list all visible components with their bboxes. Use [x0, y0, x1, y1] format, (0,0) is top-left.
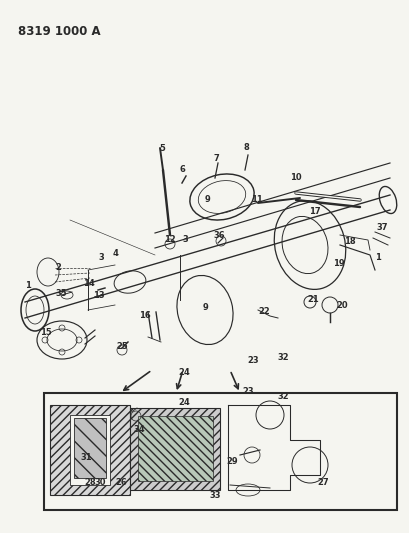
Text: 7: 7: [213, 154, 218, 163]
Text: 29: 29: [226, 457, 237, 466]
Text: 15: 15: [40, 328, 52, 337]
Text: 23: 23: [247, 357, 258, 366]
Text: 14: 14: [83, 279, 94, 287]
Text: 37: 37: [375, 223, 387, 232]
Text: 24: 24: [178, 399, 189, 408]
Text: 9: 9: [202, 303, 208, 311]
Text: 30: 30: [94, 479, 106, 488]
Text: 10: 10: [290, 174, 301, 182]
Text: 27: 27: [317, 479, 328, 488]
Bar: [138, 416, 213, 481]
Text: 1: 1: [374, 254, 380, 262]
Bar: [44, 393, 396, 510]
Text: 11: 11: [250, 195, 262, 204]
Text: 19: 19: [333, 259, 344, 268]
Text: 13: 13: [93, 290, 105, 300]
Text: 36: 36: [213, 231, 224, 240]
Text: 33: 33: [209, 491, 220, 500]
Text: 28: 28: [84, 479, 96, 488]
Bar: [74, 418, 106, 478]
Text: 12: 12: [164, 236, 175, 245]
Text: 22: 22: [258, 306, 269, 316]
Text: 24: 24: [178, 368, 189, 377]
Text: 3: 3: [98, 254, 103, 262]
Text: 1: 1: [25, 280, 31, 289]
Text: 21: 21: [306, 295, 318, 304]
Text: 8319 1000 A: 8319 1000 A: [18, 25, 100, 38]
Text: 6: 6: [179, 166, 184, 174]
Text: 25: 25: [116, 343, 128, 351]
Text: 32: 32: [276, 353, 288, 362]
Text: 8: 8: [243, 142, 248, 151]
Text: 20: 20: [335, 301, 347, 310]
Text: 9: 9: [204, 196, 210, 205]
Bar: [130, 408, 220, 490]
Text: 23: 23: [242, 387, 253, 397]
Text: 5: 5: [159, 143, 164, 152]
Text: 3: 3: [182, 236, 187, 245]
Text: 34: 34: [133, 425, 144, 434]
Text: 18: 18: [343, 238, 355, 246]
Text: 35: 35: [55, 288, 67, 297]
Bar: [70, 415, 110, 485]
Bar: [50, 405, 130, 495]
Text: 32: 32: [276, 392, 288, 401]
Text: 2: 2: [55, 263, 61, 272]
Text: 16: 16: [139, 311, 151, 320]
Text: 17: 17: [308, 207, 320, 216]
Text: 4: 4: [113, 249, 119, 259]
Text: 31: 31: [80, 454, 92, 463]
Text: 26: 26: [115, 479, 126, 488]
